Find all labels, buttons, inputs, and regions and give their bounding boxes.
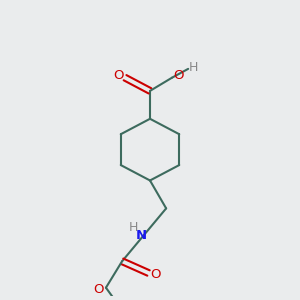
Text: H: H [128,221,138,234]
Text: N: N [136,229,147,242]
Text: H: H [189,61,198,74]
Text: O: O [151,268,161,281]
Text: O: O [113,69,124,82]
Text: O: O [93,283,104,296]
Text: O: O [173,69,184,82]
